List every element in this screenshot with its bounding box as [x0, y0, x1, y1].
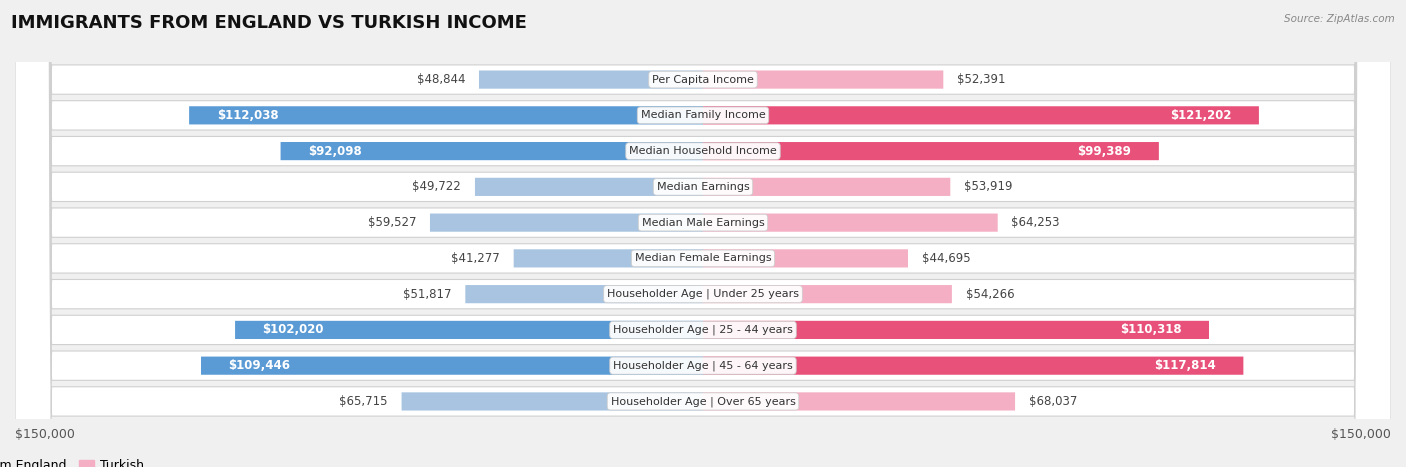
Text: $117,814: $117,814: [1154, 359, 1216, 372]
FancyBboxPatch shape: [703, 178, 950, 196]
Text: Median Female Earnings: Median Female Earnings: [634, 254, 772, 263]
Text: Householder Age | 45 - 64 years: Householder Age | 45 - 64 years: [613, 361, 793, 371]
FancyBboxPatch shape: [703, 357, 1243, 375]
Text: $41,277: $41,277: [451, 252, 501, 265]
FancyBboxPatch shape: [15, 0, 1391, 467]
Text: Median Earnings: Median Earnings: [657, 182, 749, 192]
Text: Source: ZipAtlas.com: Source: ZipAtlas.com: [1284, 14, 1395, 24]
FancyBboxPatch shape: [402, 392, 703, 410]
Legend: Immigrants from England, Turkish: Immigrants from England, Turkish: [0, 454, 149, 467]
Text: $92,098: $92,098: [308, 145, 361, 157]
FancyBboxPatch shape: [15, 0, 1391, 467]
FancyBboxPatch shape: [15, 0, 1391, 467]
FancyBboxPatch shape: [15, 0, 1391, 467]
FancyBboxPatch shape: [201, 357, 703, 375]
Text: $65,715: $65,715: [339, 395, 388, 408]
FancyBboxPatch shape: [281, 142, 703, 160]
FancyBboxPatch shape: [15, 0, 1391, 467]
FancyBboxPatch shape: [235, 321, 703, 339]
FancyBboxPatch shape: [190, 106, 703, 124]
FancyBboxPatch shape: [430, 213, 703, 232]
FancyBboxPatch shape: [703, 106, 1258, 124]
Text: $150,000: $150,000: [15, 428, 75, 441]
FancyBboxPatch shape: [703, 321, 1209, 339]
Text: $150,000: $150,000: [1331, 428, 1391, 441]
FancyBboxPatch shape: [703, 142, 1159, 160]
Text: $121,202: $121,202: [1170, 109, 1232, 122]
Text: $102,020: $102,020: [263, 324, 325, 336]
FancyBboxPatch shape: [703, 71, 943, 89]
Text: Householder Age | Under 25 years: Householder Age | Under 25 years: [607, 289, 799, 299]
FancyBboxPatch shape: [15, 0, 1391, 467]
FancyBboxPatch shape: [703, 285, 952, 303]
FancyBboxPatch shape: [15, 0, 1391, 467]
Text: Householder Age | 25 - 44 years: Householder Age | 25 - 44 years: [613, 325, 793, 335]
Text: $49,722: $49,722: [412, 180, 461, 193]
Text: $99,389: $99,389: [1077, 145, 1132, 157]
FancyBboxPatch shape: [15, 0, 1391, 467]
Text: $54,266: $54,266: [966, 288, 1014, 301]
Text: $109,446: $109,446: [229, 359, 291, 372]
Text: $51,817: $51,817: [404, 288, 451, 301]
Text: $64,253: $64,253: [1011, 216, 1060, 229]
Text: $52,391: $52,391: [957, 73, 1005, 86]
Text: $59,527: $59,527: [368, 216, 416, 229]
Text: $44,695: $44,695: [922, 252, 970, 265]
Text: Householder Age | Over 65 years: Householder Age | Over 65 years: [610, 396, 796, 407]
Text: Median Family Income: Median Family Income: [641, 110, 765, 120]
FancyBboxPatch shape: [475, 178, 703, 196]
Text: $68,037: $68,037: [1029, 395, 1077, 408]
Text: IMMIGRANTS FROM ENGLAND VS TURKISH INCOME: IMMIGRANTS FROM ENGLAND VS TURKISH INCOM…: [11, 14, 527, 32]
FancyBboxPatch shape: [703, 249, 908, 268]
Text: $110,318: $110,318: [1119, 324, 1181, 336]
FancyBboxPatch shape: [703, 392, 1015, 410]
FancyBboxPatch shape: [15, 0, 1391, 467]
FancyBboxPatch shape: [479, 71, 703, 89]
Text: Median Household Income: Median Household Income: [628, 146, 778, 156]
FancyBboxPatch shape: [465, 285, 703, 303]
FancyBboxPatch shape: [513, 249, 703, 268]
FancyBboxPatch shape: [15, 0, 1391, 467]
Text: $53,919: $53,919: [965, 180, 1012, 193]
Text: $112,038: $112,038: [217, 109, 278, 122]
Text: $48,844: $48,844: [416, 73, 465, 86]
FancyBboxPatch shape: [703, 213, 998, 232]
Text: Per Capita Income: Per Capita Income: [652, 75, 754, 85]
Text: Median Male Earnings: Median Male Earnings: [641, 218, 765, 227]
